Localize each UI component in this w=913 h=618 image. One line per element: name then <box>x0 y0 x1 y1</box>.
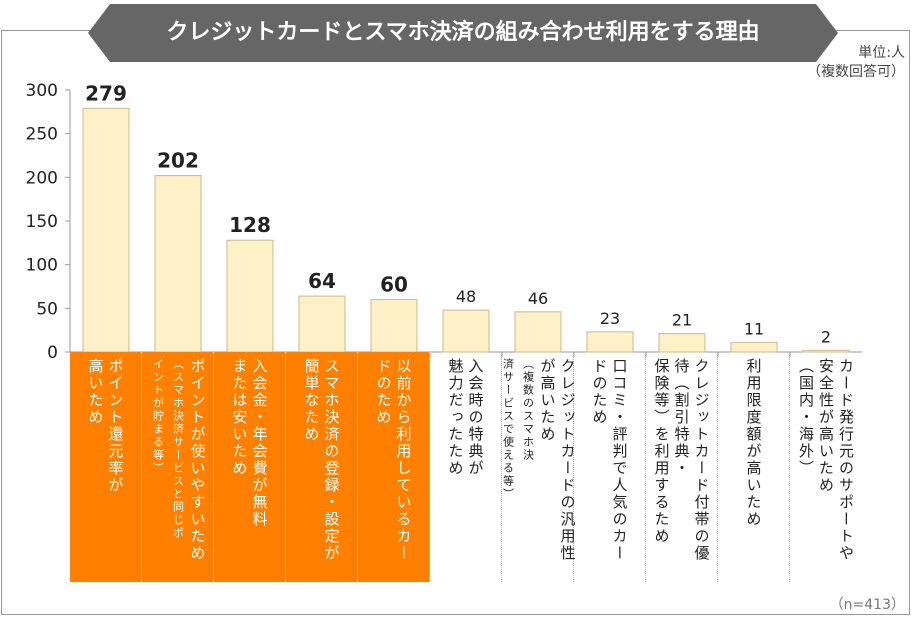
title-banner <box>88 4 838 62</box>
category-label-text: 入会金・年会費が無料 または安いため <box>230 358 270 528</box>
y-tick-label: 0 <box>47 343 58 363</box>
data-label: 64 <box>308 269 336 293</box>
category-line: ポイントが使いやすいため <box>188 358 207 562</box>
bar <box>370 299 418 353</box>
y-tick-label: 250 <box>26 125 58 145</box>
category-label: クレジットカード付帯の優 待（割引特典・ 保険等）を利用するため <box>646 352 718 582</box>
category-line: 魅力だったため <box>446 358 465 477</box>
data-label: 128 <box>229 213 271 237</box>
category-label-text: スマホ決済の登録・設定が 簡単なため <box>302 358 342 562</box>
category-subnote: （スマホ決済サービスと同じポ <box>171 358 185 540</box>
category-label: スマホ決済の登録・設定が 簡単なため <box>286 352 358 582</box>
category-line: 安全性が高いため <box>817 358 835 494</box>
category-line: （国内・海外） <box>797 358 815 477</box>
unit-label: 単位:人 （複数回答可） <box>807 44 905 82</box>
data-label: 21 <box>672 311 692 330</box>
bar <box>226 239 274 353</box>
data-label: 23 <box>600 309 620 328</box>
bar <box>298 295 346 353</box>
y-tick-label: 200 <box>26 168 58 188</box>
category-label-text: 口コミ・評判で人気のカー ドのため <box>590 358 630 562</box>
bar <box>154 175 202 353</box>
category-label-text: クレジットカードの汎用性 が高いため （複数のスマホ決 済サービスで使える等） <box>498 358 578 562</box>
category-label: クレジットカードの汎用性 が高いため （複数のスマホ決 済サービスで使える等） <box>502 352 577 582</box>
category-line: ドのため <box>374 358 393 426</box>
data-label: 46 <box>528 289 548 308</box>
category-line: スマホ決済の登録・設定が <box>322 358 341 562</box>
unit-line: 単位:人 <box>858 45 905 61</box>
bar <box>442 309 490 353</box>
y-tick-label: 300 <box>26 81 58 101</box>
category-line: クレジットカードの汎用性 <box>558 358 577 562</box>
category-line: クレジットカード付帯の優 <box>692 358 711 562</box>
category-line: が高いため <box>538 358 557 443</box>
data-label: 2 <box>821 327 831 346</box>
bar <box>82 107 130 353</box>
bar <box>586 331 634 353</box>
category-label: 入会金・年会費が無料 または安いため <box>214 352 286 582</box>
category-line: 入会金・年会費が無料 <box>250 358 269 528</box>
multiple-answer-note: （複数回答可） <box>807 64 905 80</box>
category-subnote: 済サービスで使える等） <box>501 358 515 501</box>
category-label-text: ポイントが使いやすいため （スマホ決済サービスと同じポ イントが貯まる等） <box>148 358 208 562</box>
category-line: ポイント還元率が <box>106 358 125 494</box>
data-label: 48 <box>456 287 476 306</box>
bar <box>802 349 850 353</box>
category-line: 利用限度額が高いため <box>744 358 763 528</box>
category-line: または安いため <box>230 358 249 477</box>
category-label-text: ポイント還元率が 高いため <box>86 358 126 494</box>
category-label: 利用限度額が高いため <box>718 352 790 582</box>
category-line: カード発行元のサポートや <box>837 358 855 562</box>
category-line: 入会時の特典が <box>466 358 485 477</box>
bar <box>514 311 562 353</box>
bar <box>658 333 706 353</box>
category-label-text: 入会時の特典が 魅力だったため <box>446 358 486 477</box>
category-line: 口コミ・評判で人気のカー <box>610 358 629 562</box>
data-label: 202 <box>157 149 199 173</box>
sample-size-note: （n=413） <box>829 597 905 613</box>
category-label: 入会時の特典が 魅力だったため <box>430 352 502 582</box>
data-label: 11 <box>744 319 764 338</box>
category-line: 簡単なため <box>302 358 321 443</box>
y-tick-label: 100 <box>26 256 58 276</box>
category-label: ポイントが使いやすいため （スマホ決済サービスと同じポ イントが貯まる等） <box>142 352 214 582</box>
category-subnote: イントが貯まる等） <box>151 358 165 475</box>
category-line: 高いため <box>86 358 105 426</box>
bar <box>730 341 778 353</box>
data-label: 279 <box>85 81 127 105</box>
category-line: 保険等）を利用するため <box>652 358 671 545</box>
category-line: 以前から利用しているカー <box>394 358 413 562</box>
category-subnote: （複数のスマホ決 <box>521 358 535 462</box>
category-label-text: 利用限度額が高いため <box>744 358 764 528</box>
chart-title: クレジットカードとスマホ決済の組み合わせ利用をする理由 <box>166 20 760 45</box>
y-tick-label: 50 <box>36 299 58 319</box>
data-label: 60 <box>380 273 408 297</box>
y-tick-label: 150 <box>26 212 58 232</box>
category-label: ポイント還元率が 高いため <box>70 352 142 582</box>
category-label-text: 以前から利用しているカー ドのため <box>374 358 414 562</box>
category-line: ドのため <box>590 358 609 426</box>
category-line: 待（割引特典・ <box>672 358 691 477</box>
category-label: カード発行元のサポートや 安全性が高いため （国内・海外） <box>790 352 862 582</box>
category-label: 口コミ・評判で人気のカー ドのため <box>574 352 646 582</box>
category-label-text: クレジットカード付帯の優 待（割引特典・ 保険等）を利用するため <box>652 358 712 562</box>
category-label-text: カード発行元のサポートや 安全性が高いため （国内・海外） <box>796 358 856 562</box>
category-label: 以前から利用しているカー ドのため <box>358 352 430 582</box>
